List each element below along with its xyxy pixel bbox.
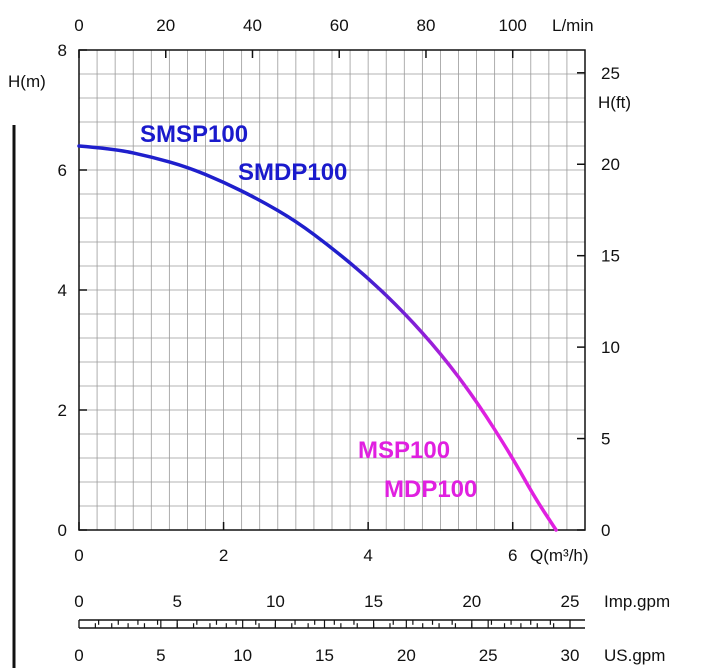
annotation-smsp100: SMSP100 xyxy=(140,121,248,148)
us-tick-label: 30 xyxy=(561,646,580,665)
y2-tick-label: 15 xyxy=(601,247,620,266)
us-tick-label: 20 xyxy=(397,646,416,665)
top-tick-label: 40 xyxy=(243,16,262,35)
y2-tick-label: 0 xyxy=(601,521,610,540)
y-tick-label: 6 xyxy=(58,161,67,180)
us-tick-label: 25 xyxy=(479,646,498,665)
top-tick-label: 20 xyxy=(156,16,175,35)
top-axis-unit: L/min xyxy=(552,16,594,35)
y-tick-label: 2 xyxy=(58,401,67,420)
us-tick-label: 5 xyxy=(156,646,165,665)
y2-axis-label: H(ft) xyxy=(598,93,631,112)
imp-tick-label: 0 xyxy=(74,592,83,611)
imp-tick-label: 10 xyxy=(266,592,285,611)
y-axis-label: H(m) xyxy=(8,72,46,91)
x-tick-label: 2 xyxy=(219,546,228,565)
annotation-mdp100: MDP100 xyxy=(384,476,477,503)
us-tick-label: 10 xyxy=(233,646,252,665)
imp-tick-label: 20 xyxy=(462,592,481,611)
x-tick-label: 4 xyxy=(363,546,372,565)
us-tick-label: 15 xyxy=(315,646,334,665)
imp-tick-label: 15 xyxy=(364,592,383,611)
y2-tick-label: 25 xyxy=(601,64,620,83)
y2-tick-label: 5 xyxy=(601,430,610,449)
y-tick-label: 4 xyxy=(58,281,67,300)
annotation-msp100: MSP100 xyxy=(358,437,450,464)
x-tick-label: 6 xyxy=(508,546,517,565)
top-tick-label: 80 xyxy=(417,16,436,35)
x-tick-label: 0 xyxy=(74,546,83,565)
annotation-smdp100: SMDP100 xyxy=(238,159,347,186)
top-tick-label: 0 xyxy=(74,16,83,35)
x-axis-label: Q(m³/h) xyxy=(530,546,589,565)
imp-tick-label: 25 xyxy=(561,592,580,611)
y2-tick-label: 20 xyxy=(601,155,620,174)
imp-tick-label: 5 xyxy=(172,592,181,611)
y2-tick-label: 10 xyxy=(601,338,620,357)
top-tick-label: 100 xyxy=(499,16,527,35)
top-tick-label: 60 xyxy=(330,16,349,35)
us-gpm-label: US.gpm xyxy=(604,646,665,665)
grid xyxy=(79,50,585,530)
y-tick-label: 0 xyxy=(58,521,67,540)
y-tick-label: 8 xyxy=(58,41,67,60)
imp-gpm-scale: 0 5 10 15 20 25 xyxy=(74,592,585,628)
tick-marks xyxy=(78,49,585,531)
us-gpm-scale: 0 5 10 15 20 25 30 xyxy=(74,620,585,665)
series-line xyxy=(77,144,558,532)
imp-gpm-label: Imp.gpm xyxy=(604,592,670,611)
us-tick-label: 0 xyxy=(74,646,83,665)
